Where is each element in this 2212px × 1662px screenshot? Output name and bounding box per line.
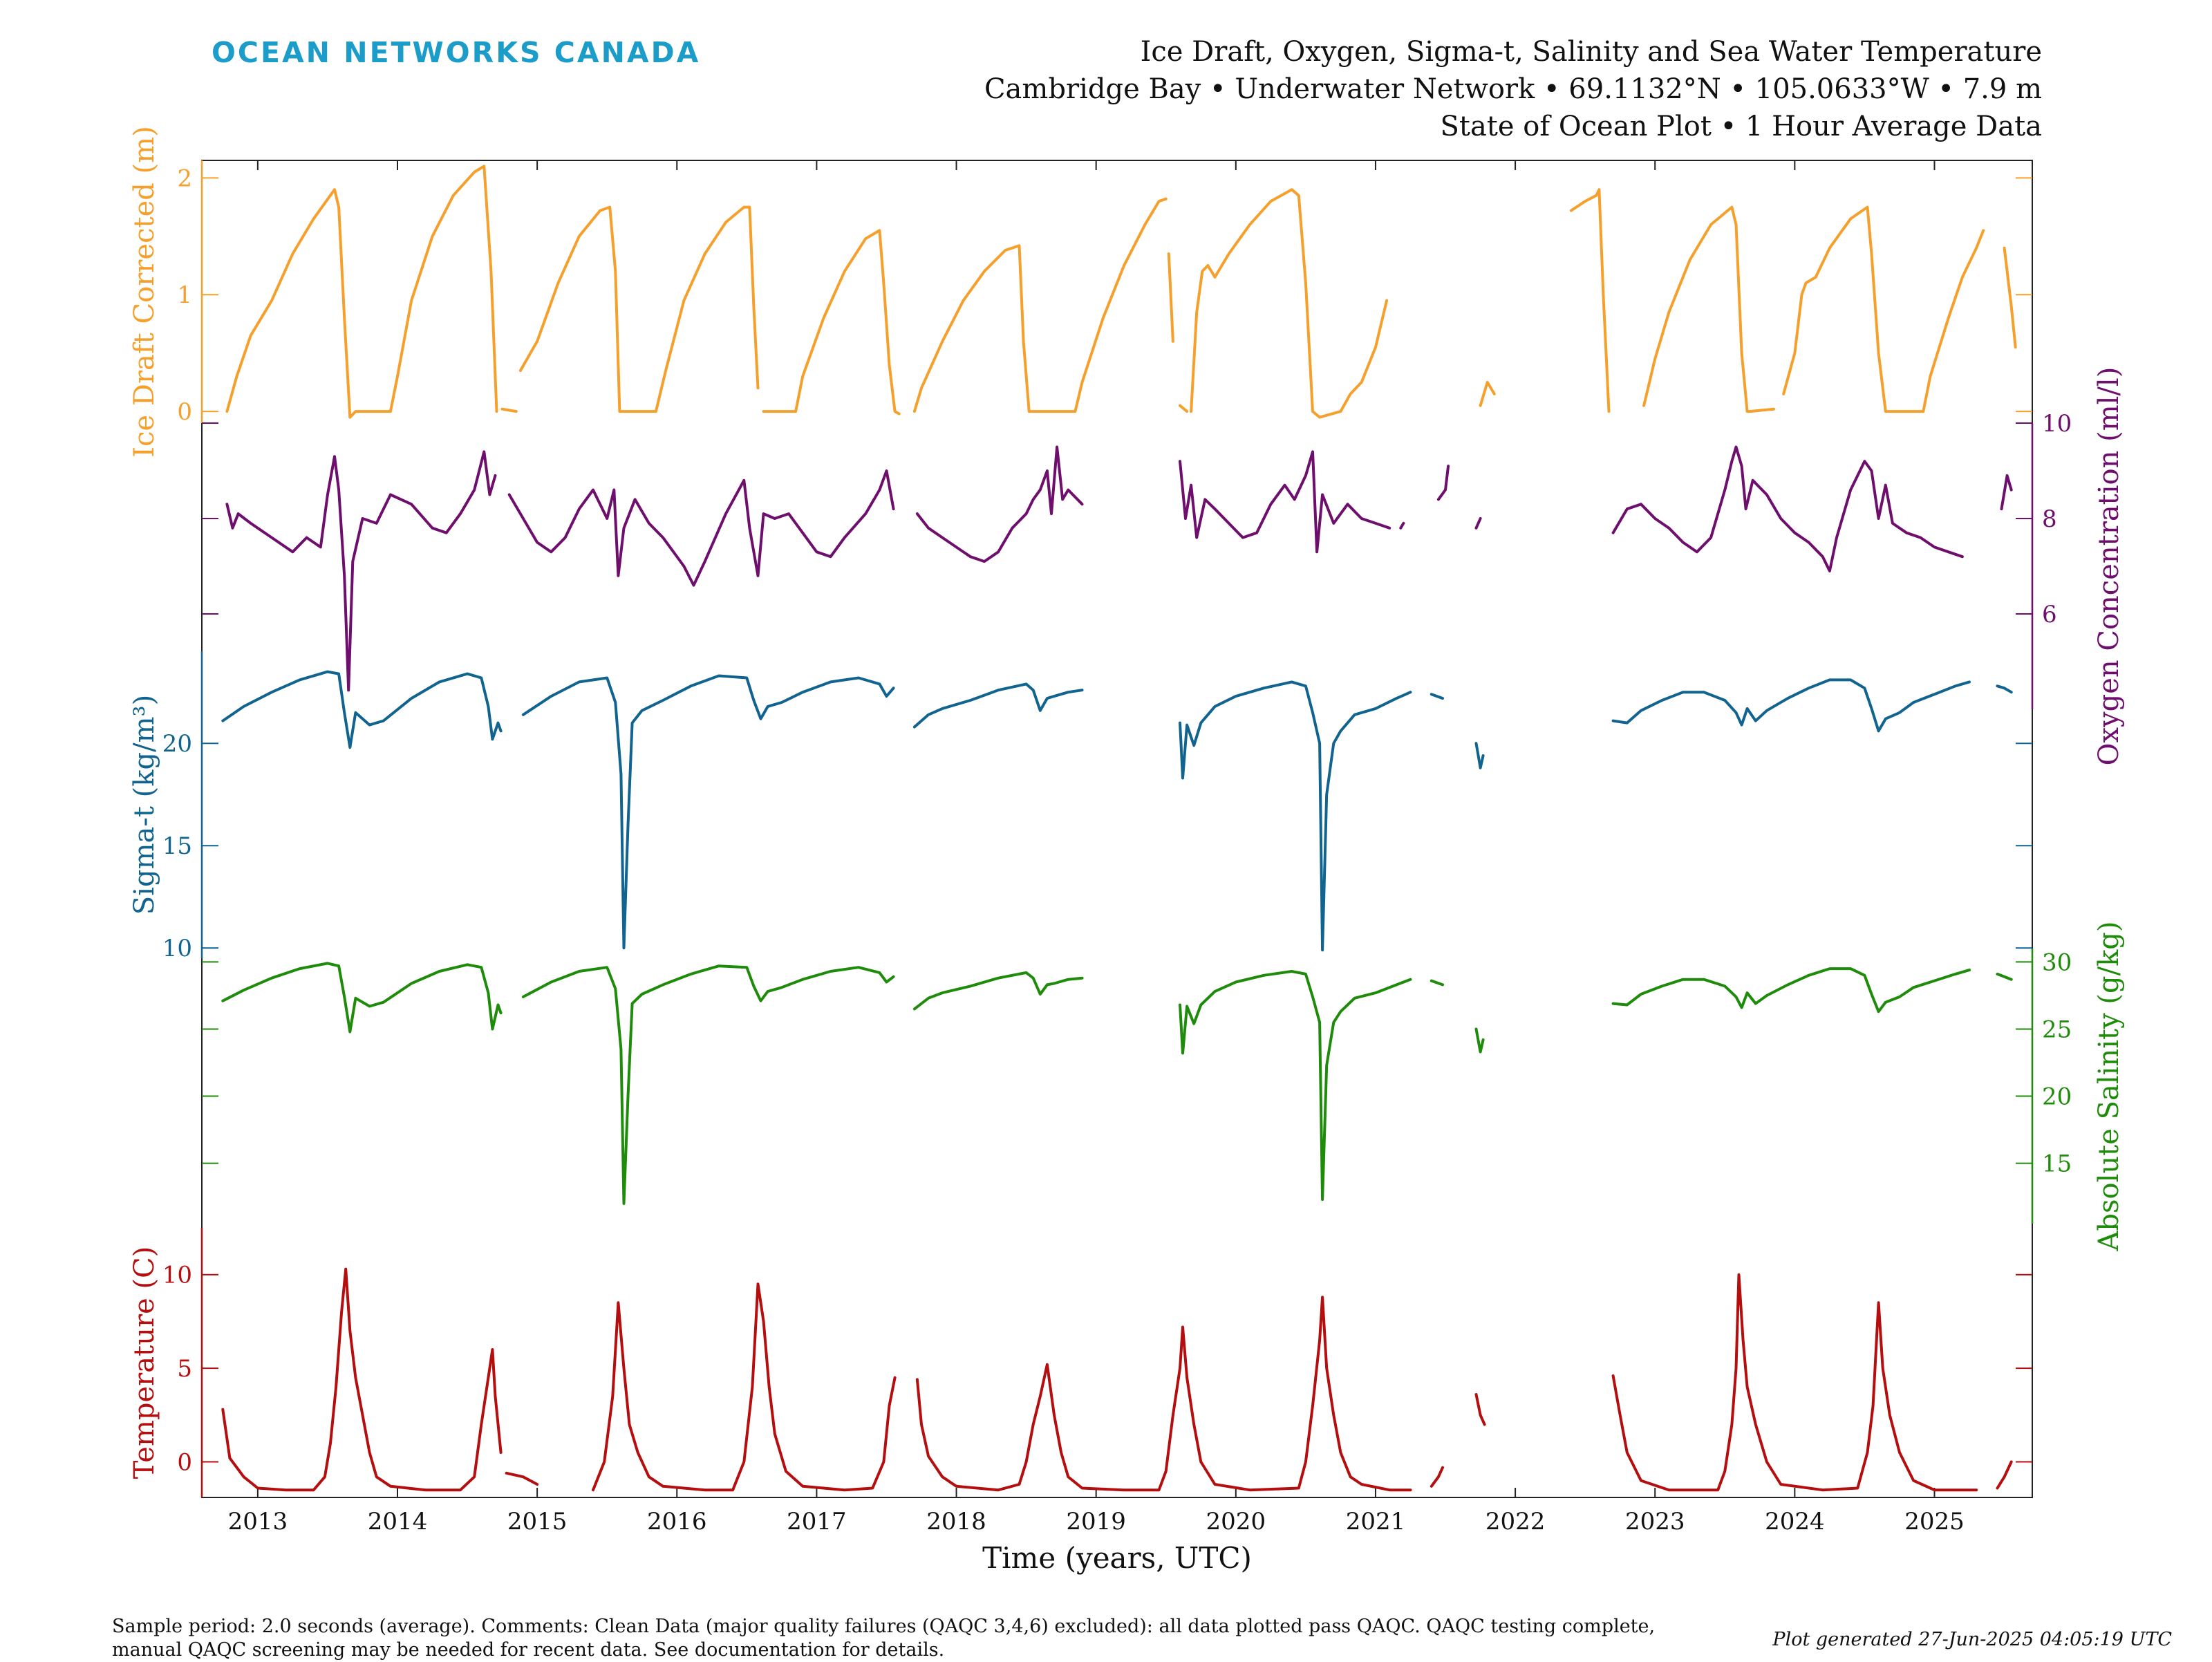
- absolute-salinity-series-segment-7: [1996, 972, 2013, 981]
- x-tick-label-2022: 2022: [1485, 1508, 1546, 1535]
- ice-draft-corrected-series-segment-2: [518, 205, 760, 413]
- x-tick-label-2025: 2025: [1904, 1508, 1965, 1535]
- ice-draft-corrected-series-segment-5: [1167, 252, 1174, 343]
- absolute-salinity-series-segment-1: [521, 964, 895, 1205]
- ice-draft-corrected-series-segment-11: [1782, 205, 1985, 413]
- x-tick-label-2018: 2018: [926, 1508, 986, 1535]
- absolute-salinity-tick-label: 15: [2042, 1150, 2072, 1178]
- ice-draft-corrected-series-segment-9: [1569, 188, 1611, 413]
- absolute-salinity-axis-label: Absolute Salinity (g/kg): [2093, 921, 2125, 1251]
- oxygen-concentration-series-segment-7: [1611, 445, 1964, 572]
- ice-draft-corrected-tick-label: 1: [177, 281, 192, 309]
- ice-draft-corrected-series-segment-8: [1479, 380, 1496, 407]
- oxygen-concentration-tick-label: 10: [2042, 410, 2072, 438]
- sigma-t-tick-label: 20: [162, 730, 192, 758]
- x-tick-label-2016: 2016: [647, 1508, 707, 1535]
- temperature-series-segment-5: [1474, 1393, 1486, 1426]
- absolute-salinity-series-segment-2: [912, 971, 1084, 1011]
- absolute-salinity-tick-label: 25: [2042, 1016, 2072, 1043]
- sigma-t-tick-label: 15: [162, 832, 192, 860]
- temperature-tick-label: 5: [177, 1355, 192, 1383]
- x-axis-label: Time (years, UTC): [982, 1541, 1252, 1575]
- chart-title-line-1: Ice Draft, Oxygen, Sigma-t, Salinity and…: [1140, 36, 2042, 68]
- oxygen-concentration-series-segment-8: [2000, 474, 2013, 511]
- absolute-salinity-series-segment-6: [1611, 967, 1971, 1014]
- sigma-t-tick-label: 10: [162, 935, 192, 962]
- x-tick-label-2024: 2024: [1765, 1508, 1825, 1535]
- footer-comments: Sample period: 2.0 seconds (average). Co…: [112, 1616, 1656, 1661]
- ice-draft-corrected-series-segment-12: [2003, 246, 2017, 349]
- ice-draft-corrected-series-segment-6: [1179, 404, 1189, 413]
- sigma-t-series-segment-7: [1996, 684, 2013, 694]
- temperature-axis-label: Temperature (C): [129, 1246, 160, 1479]
- oxygen-concentration-series-segment-5: [1436, 465, 1450, 501]
- absolute-salinity-series-segment-3: [1179, 970, 1412, 1202]
- temperature-series-segment-0: [221, 1267, 503, 1492]
- oxygen-concentration-series-segment-2: [915, 445, 1084, 563]
- oxygen-concentration-series-segment-6: [1474, 517, 1482, 530]
- sigma-t-axis-label: Sigma-t (kg/m³): [129, 695, 160, 915]
- oxygen-concentration-series-segment-0: [225, 450, 497, 692]
- temperature-series-segment-2: [592, 1282, 897, 1492]
- oxygen-concentration-series-segment-4: [1399, 521, 1405, 530]
- x-tick-label-2013: 2013: [228, 1508, 288, 1535]
- sigma-t-series-segment-6: [1611, 678, 1971, 733]
- sigma-t-series-segment-5: [1474, 742, 1485, 769]
- x-tick-label-2017: 2017: [787, 1508, 847, 1535]
- ice-draft-corrected-series-segment-7: [1190, 188, 1389, 419]
- temperature-series-segment-7: [1996, 1460, 2013, 1490]
- chart-title-line-2: Cambridge Bay • Underwater Network • 69.…: [984, 73, 2042, 105]
- sigma-t-series-segment-3: [1179, 680, 1412, 952]
- oxygen-concentration-series-segment-1: [507, 469, 895, 587]
- absolute-salinity-series-segment-0: [221, 962, 503, 1034]
- absolute-salinity-tick-label: 20: [2042, 1083, 2072, 1111]
- temperature-tick-label: 0: [177, 1449, 192, 1477]
- oxygen-concentration-axis-label: Oxygen Concentration (ml/l): [2093, 367, 2125, 766]
- temperature-tick-label: 10: [162, 1262, 192, 1289]
- x-tick-label-2020: 2020: [1206, 1508, 1266, 1535]
- x-tick-label-2021: 2021: [1346, 1508, 1406, 1535]
- plot-frame: [201, 160, 2033, 1498]
- absolute-salinity-series-segment-4: [1430, 979, 1444, 987]
- ice-draft-corrected-series-segment-10: [1642, 205, 1775, 413]
- ice-draft-corrected-axis-label: Ice Draft Corrected (m): [129, 126, 160, 457]
- absolute-salinity-series-segment-5: [1474, 1027, 1485, 1054]
- sigma-t-series-segment-2: [912, 682, 1084, 729]
- temperature-series-segment-1: [505, 1471, 539, 1486]
- temperature-series-segment-4: [1430, 1466, 1444, 1488]
- ice-draft-corrected-series-segment-3: [762, 229, 901, 416]
- oxygen-concentration-tick-label: 6: [2042, 601, 2057, 628]
- ice-draft-corrected-series-segment-0: [225, 165, 498, 419]
- plot-generated-timestamp: Plot generated 27-Jun-2025 04:05:19 UTC: [1772, 1629, 2172, 1650]
- sigma-t-series-segment-4: [1430, 693, 1444, 700]
- x-tick-label-2014: 2014: [368, 1508, 428, 1535]
- ocean-networks-canada-logo: OCEAN NETWORKS CANADA: [212, 36, 701, 69]
- absolute-salinity-tick-label: 30: [2042, 949, 2072, 976]
- sigma-t-series-segment-0: [221, 670, 503, 749]
- ice-draft-corrected-series-segment-1: [500, 407, 518, 413]
- x-tick-label-2023: 2023: [1625, 1508, 1685, 1535]
- oxygen-concentration-tick-label: 8: [2042, 505, 2057, 533]
- x-tick-label-2019: 2019: [1066, 1508, 1126, 1535]
- x-tick-label-2015: 2015: [507, 1508, 568, 1535]
- chart-title-line-3: State of Ocean Plot • 1 Hour Average Dat…: [1440, 111, 2042, 142]
- temperature-series-segment-3: [915, 1296, 1412, 1492]
- ice-draft-corrected-tick-label: 2: [177, 165, 192, 192]
- ice-draft-corrected-series-segment-4: [912, 197, 1168, 413]
- temperature-series-segment-6: [1611, 1273, 1978, 1492]
- sigma-t-series-segment-1: [521, 674, 895, 950]
- oxygen-concentration-series-segment-3: [1179, 450, 1391, 554]
- ice-draft-corrected-tick-label: 0: [177, 398, 192, 426]
